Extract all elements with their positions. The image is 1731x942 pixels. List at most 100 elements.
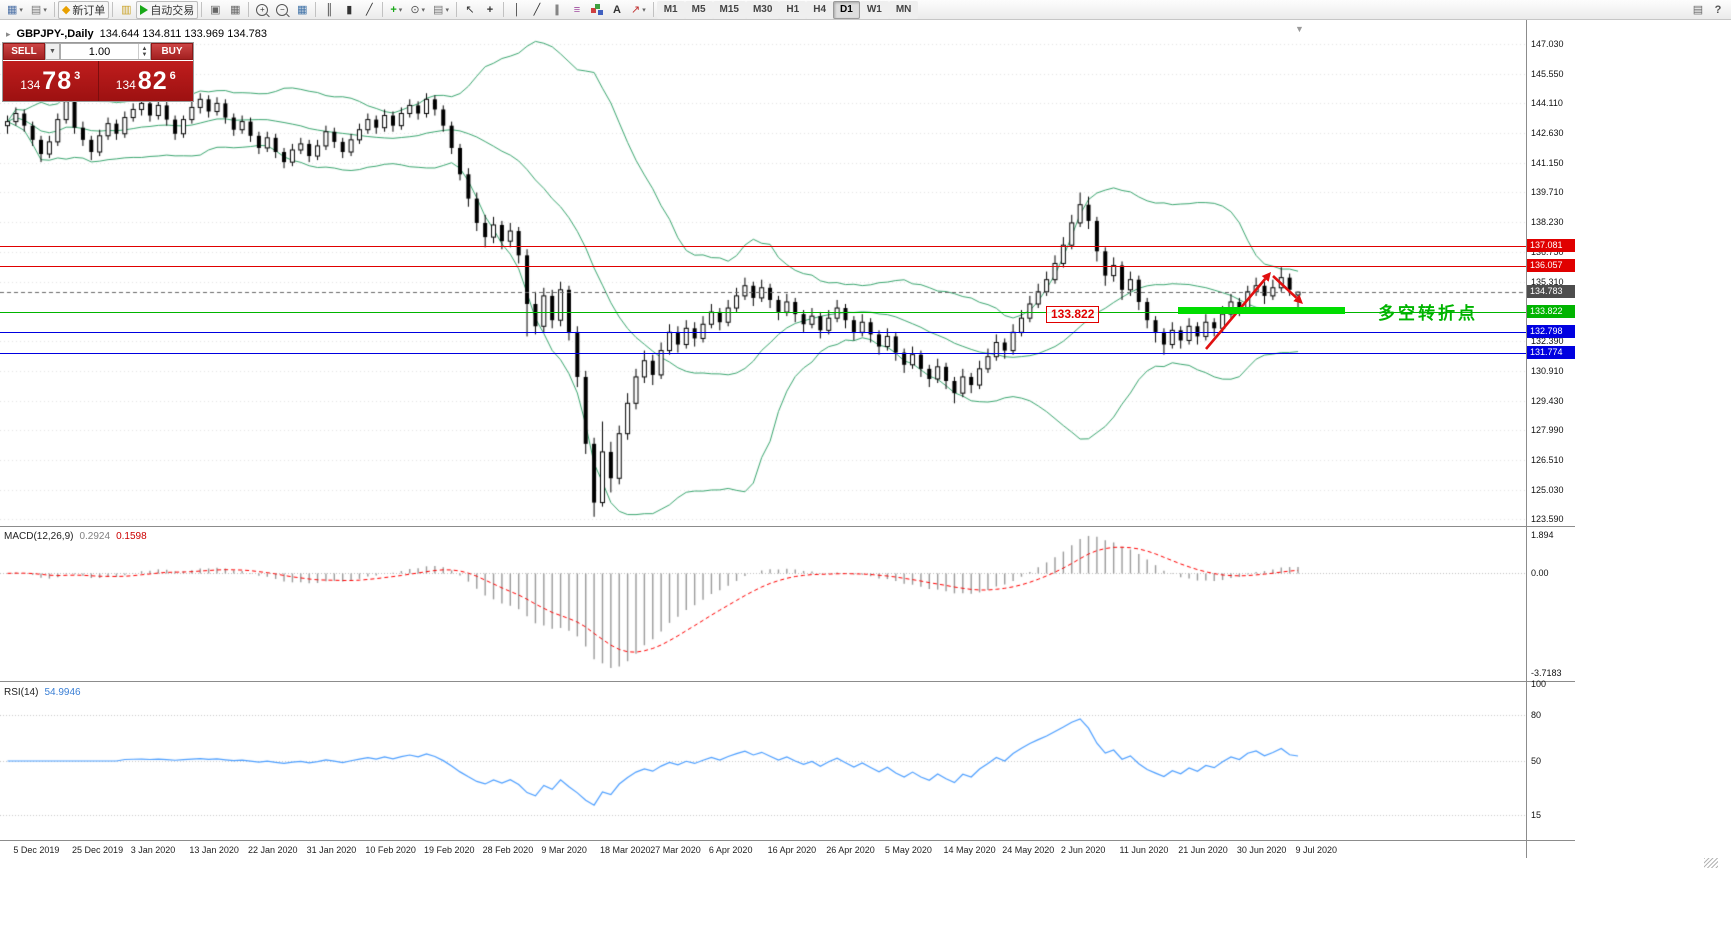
date-tick-label: 31 Jan 2020 xyxy=(306,845,357,855)
main-toolbar: ▦ ▾ ▤ ▾ ◆ 新订单 ▥ 自动交易 ▣ ▦ + − ▦ ║ ▮ ╱ + ▾ ⊙ ▾ … xyxy=(0,0,1731,20)
cascade-windows-button[interactable]: ▣ xyxy=(205,1,225,19)
date-axis[interactable]: 5 Dec 2019 25 Dec 2019 3 Jan 2020 13 Jan 20… xyxy=(0,840,1575,859)
volume-input[interactable] xyxy=(61,44,138,59)
price-divider xyxy=(97,61,99,101)
periods-button[interactable]: ⊙ ▾ xyxy=(406,1,429,19)
price-axis[interactable]: 147.030 145.550 144.110 142.630 141.150 139.7… xyxy=(1526,20,1576,858)
chevron-down-icon: ▾ xyxy=(421,6,426,14)
clock-icon: ⊙ xyxy=(410,4,420,16)
toolbar-divider xyxy=(201,2,203,17)
timeframe-button-W1[interactable]: W1 xyxy=(859,0,889,19)
buy-button[interactable]: BUY xyxy=(151,43,193,60)
sell-price[interactable]: 134 78 3 xyxy=(3,61,98,101)
indicators-plus-icon: + xyxy=(390,3,397,16)
cursor-button[interactable]: ↖ xyxy=(460,1,480,19)
candlestick-chart-button[interactable]: ▮ xyxy=(339,1,359,19)
price-tick-label: 142.630 xyxy=(1531,128,1564,139)
bar-chart-button[interactable]: ║ xyxy=(319,1,339,19)
timeframe-button-M5[interactable]: M5 xyxy=(684,0,713,19)
date-tick-label: 14 May 2020 xyxy=(943,845,996,855)
shapes-button[interactable] xyxy=(587,1,607,19)
date-tick-label: 13 Jan 2020 xyxy=(189,845,239,855)
line-chart-button[interactable]: ╱ xyxy=(359,1,379,19)
horizontal-line-137.081[interactable] xyxy=(0,246,1526,247)
volume-down-icon[interactable]: ▼ xyxy=(141,51,148,58)
resize-grip[interactable] xyxy=(1704,858,1718,868)
market-watch-button[interactable]: ▥ xyxy=(116,1,136,19)
horizontal-line-132.798[interactable] xyxy=(0,332,1526,333)
templates-button[interactable]: ▤ ▾ xyxy=(429,1,453,19)
date-tick-label: 3 Jan 2020 xyxy=(130,845,176,855)
indicators-button[interactable]: + ▾ xyxy=(386,1,406,19)
timeframe-button-M1[interactable]: M1 xyxy=(656,0,685,19)
timeframe-button-M30[interactable]: M30 xyxy=(745,0,780,19)
price-tick-label: 127.990 xyxy=(1531,424,1564,435)
date-tick-label: 26 Apr 2020 xyxy=(826,845,875,855)
price-chart-canvas[interactable] xyxy=(0,20,1575,840)
macd-tick-label: 1.894 xyxy=(1531,530,1554,540)
market-watch-icon: ▥ xyxy=(121,4,132,16)
rsi-label: RSI(14) 54.9946 xyxy=(4,687,81,698)
arrows-button[interactable]: ↗ ▾ xyxy=(627,1,650,19)
date-tick-label: 30 Jun 2020 xyxy=(1236,845,1287,855)
turning-point-label[interactable]: 多空转折点 xyxy=(1378,304,1478,323)
horizontal-line-131.774[interactable] xyxy=(0,353,1526,354)
autotrade-button[interactable]: 自动交易 xyxy=(136,0,199,19)
buy-price[interactable]: 134 82 6 xyxy=(99,61,194,101)
buy-price-pips: 82 xyxy=(137,66,168,95)
new-chart-button[interactable]: ▦ ▾ xyxy=(3,1,27,19)
date-tick-label: 22 Jan 2020 xyxy=(248,845,298,855)
price-tick-label: 144.110 xyxy=(1531,98,1563,109)
cursor-icon: ↖ xyxy=(465,4,475,16)
panel-separator[interactable] xyxy=(0,681,1575,682)
sell-price-point: 3 xyxy=(74,70,81,82)
date-tick-label: 21 Jun 2020 xyxy=(1178,845,1228,855)
date-tick-label: 5 Dec 2019 xyxy=(13,845,60,855)
volume-up-icon[interactable]: ▲ xyxy=(141,45,148,52)
volume-input-wrap: ▲▼ xyxy=(60,43,151,60)
grid-button[interactable]: ▦ xyxy=(292,1,312,19)
horizontal-line-133.822[interactable] xyxy=(0,312,1526,313)
vertical-line-button[interactable]: │ xyxy=(507,1,527,19)
timeframe-button-H4[interactable]: H4 xyxy=(806,0,834,19)
toolbar-divider xyxy=(455,2,457,17)
zoom-out-button[interactable]: − xyxy=(272,1,292,19)
date-tick-label: 25 Dec 2019 xyxy=(72,845,124,855)
price-tick-label: 123.590 xyxy=(1531,514,1564,524)
data-window-button[interactable]: ▤ xyxy=(1688,1,1708,19)
help-button[interactable]: ? xyxy=(1708,1,1728,19)
sell-button[interactable]: SELL xyxy=(3,43,45,60)
crosshair-button[interactable]: + xyxy=(480,1,500,19)
timeframe-button-H1[interactable]: H1 xyxy=(779,0,807,19)
one-click-trading-panel: SELL ▼ ▲▼ BUY 134 78 3 134 82 6 xyxy=(2,42,194,102)
price-badge-131.774: 131.774 xyxy=(1527,346,1575,360)
timeframe-button-M15[interactable]: M15 xyxy=(712,0,746,19)
timeframe-button-MN[interactable]: MN xyxy=(888,0,919,19)
new-order-button[interactable]: ◆ 新订单 xyxy=(57,0,110,19)
turning-point-zone[interactable] xyxy=(1178,307,1345,314)
price-tick-label: 138.230 xyxy=(1531,217,1564,228)
zoom-out-icon: − xyxy=(276,3,289,16)
fibonacci-button[interactable]: ≡ xyxy=(567,1,587,19)
trendline-button[interactable]: ╱ xyxy=(527,1,547,19)
price-tick-label: 145.550 xyxy=(1531,68,1564,79)
panel-separator[interactable] xyxy=(0,526,1575,527)
channel-button[interactable]: ∥ xyxy=(547,1,567,19)
horizontal-line-136.057[interactable] xyxy=(0,266,1526,267)
chart-shift-icon[interactable]: ▼ xyxy=(1295,24,1304,34)
trade-panel-controls: SELL ▼ ▲▼ BUY xyxy=(3,43,193,60)
zoom-in-button[interactable]: + xyxy=(252,1,272,19)
price-tick-label: 126.510 xyxy=(1531,454,1564,465)
chart-menu-icon[interactable]: ▸ xyxy=(6,28,11,39)
template-icon: ▤ xyxy=(433,4,444,16)
volume-preset-dropdown-icon[interactable]: ▼ xyxy=(45,43,60,60)
timeframe-button-D1[interactable]: D1 xyxy=(833,0,860,19)
price-badge-133.822: 133.822 xyxy=(1527,304,1575,318)
rsi-tick-label: 80 xyxy=(1531,709,1542,720)
text-button[interactable]: A xyxy=(607,1,627,19)
tile-windows-button[interactable]: ▦ xyxy=(225,1,245,19)
help-icon: ? xyxy=(1714,3,1722,16)
profiles-button[interactable]: ▤ ▾ xyxy=(27,1,51,19)
price-tag[interactable]: 133.822 xyxy=(1046,306,1100,323)
